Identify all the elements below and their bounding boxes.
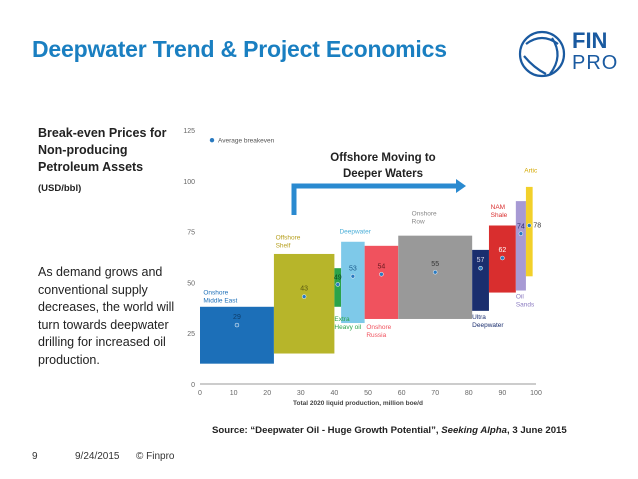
bar-onshore-middle-east (200, 306, 274, 364)
avg-point (527, 223, 532, 228)
x-tick-label: 90 (499, 390, 507, 397)
bar-onshore-russia (364, 245, 399, 319)
y-tick-label: 25 (187, 331, 195, 338)
footer-date: 9/24/2015 (75, 451, 120, 462)
avg-point (350, 274, 356, 279)
avg-value-label: 53 (349, 265, 357, 272)
callout-line2: Deeper Waters (342, 168, 424, 180)
bar-onshore-row (398, 235, 473, 319)
category-label-ultra-deepwater: Ultra (472, 314, 486, 321)
y-tick-label: 0 (191, 382, 195, 389)
avg-point (335, 282, 341, 287)
category-label-offshore-shelf: Shelf (276, 243, 291, 250)
x-tick-label: 10 (230, 390, 238, 397)
x-tick-label: 20 (263, 390, 271, 397)
slide-title: Deepwater Trend & Project Economics (32, 36, 447, 62)
avg-point (432, 269, 438, 275)
category-label-artic: Artic (524, 168, 538, 175)
bar-artic (525, 186, 533, 277)
logo-text-fin: FIN (572, 28, 608, 53)
bar-offshore-shelf (273, 253, 335, 354)
avg-point (234, 322, 240, 328)
category-label-oil-sands: Sands (516, 302, 535, 309)
callout-arrow-shaft (291, 183, 456, 215)
legend-marker (209, 137, 215, 143)
avg-value-label: 74 (517, 224, 525, 231)
avg-value-label: 29 (233, 314, 241, 321)
y-tick-label: 100 (183, 179, 195, 186)
callout-text: Offshore Moving to Deeper Waters (318, 150, 448, 182)
x-tick-label: 70 (431, 390, 439, 397)
y-tick-label: 75 (187, 230, 195, 237)
left-panel-paragraph: As demand grows and conventional supply … (38, 265, 175, 367)
x-tick-label: 60 (398, 390, 406, 397)
category-label-onshore-row: Row (412, 218, 425, 225)
category-label-onshore-russia: Onshore (366, 324, 391, 331)
callout-line1: Offshore Moving to (330, 152, 436, 164)
category-label-onshore-row: Onshore (412, 210, 437, 217)
bar-deepwater (341, 241, 365, 324)
breakeven-chart: 0 25 50 75 100 125 0 10 20 30 40 50 60 70 80 90 100 Total… (183, 128, 542, 407)
finpro-logo-icon (518, 30, 566, 78)
source-citation: Source: “Deepwater Oil - Huge Growth Pot… (212, 425, 567, 436)
avg-value-label: 55 (431, 261, 439, 268)
y-tick-label: 125 (183, 128, 195, 135)
y-tick-label: 50 (187, 280, 195, 287)
avg-point (500, 255, 505, 261)
x-tick-label: 30 (297, 390, 305, 397)
category-label-ultra-deepwater: Deepwater (472, 322, 504, 329)
bar-oil-sands (515, 201, 526, 291)
category-label-deepwater: Deepwater (339, 229, 371, 236)
x-tick-label: 100 (530, 390, 542, 397)
left-panel-title: Break-even Prices for Non-producing Petr… (38, 126, 167, 174)
avg-point (379, 272, 384, 277)
category-label-offshore-shelf: Offshore (276, 235, 301, 242)
avg-value-label: 62 (499, 247, 507, 254)
category-label-extra-heavy-oil: Heavy oil (334, 324, 361, 331)
category-label-nam-shale: NAM (491, 204, 505, 211)
category-label-extra-heavy-oil: Extra (334, 316, 350, 323)
source-suffix: , 3 June 2015 (506, 425, 567, 436)
legend-label: Average breakeven (218, 138, 275, 145)
avg-value-label: 43 (300, 286, 308, 293)
category-label-onshore-middle-east: Middle East (203, 298, 237, 305)
left-panel-unit: (USD/bbl) (38, 183, 82, 194)
category-label-oil-sands: Oil (516, 294, 525, 301)
avg-value-label: 49 (334, 274, 342, 281)
avg-point (518, 231, 524, 236)
category-label-onshore-russia: Russia (366, 332, 386, 339)
source-prefix: Source: “Deepwater Oil - Huge Growth Pot… (212, 425, 442, 436)
bar-extra-heavy-oil (334, 268, 342, 307)
avg-point (301, 294, 307, 299)
x-tick-label: 0 (198, 390, 202, 397)
category-label-onshore-middle-east: Onshore (203, 290, 228, 297)
x-tick-label: 40 (331, 390, 339, 397)
logo-text-pro: PRO (572, 52, 619, 74)
category-label-nam-shale: Shale (491, 212, 508, 219)
x-axis-label: Total 2020 liquid production, million bo… (293, 400, 423, 407)
avg-value-label: 78 (533, 223, 541, 230)
source-publication: Seeking Alpha (441, 425, 507, 436)
callout-arrow-head-icon (456, 179, 466, 193)
footer-copyright: © Finpro (136, 451, 175, 462)
avg-value-label: 54 (378, 263, 386, 270)
bar-ultra-deepwater (472, 249, 489, 311)
footer-page-number: 9 (32, 451, 38, 462)
avg-point (478, 265, 483, 271)
avg-value-label: 57 (477, 257, 485, 264)
x-tick-label: 50 (364, 390, 372, 397)
x-tick-label: 80 (465, 390, 473, 397)
